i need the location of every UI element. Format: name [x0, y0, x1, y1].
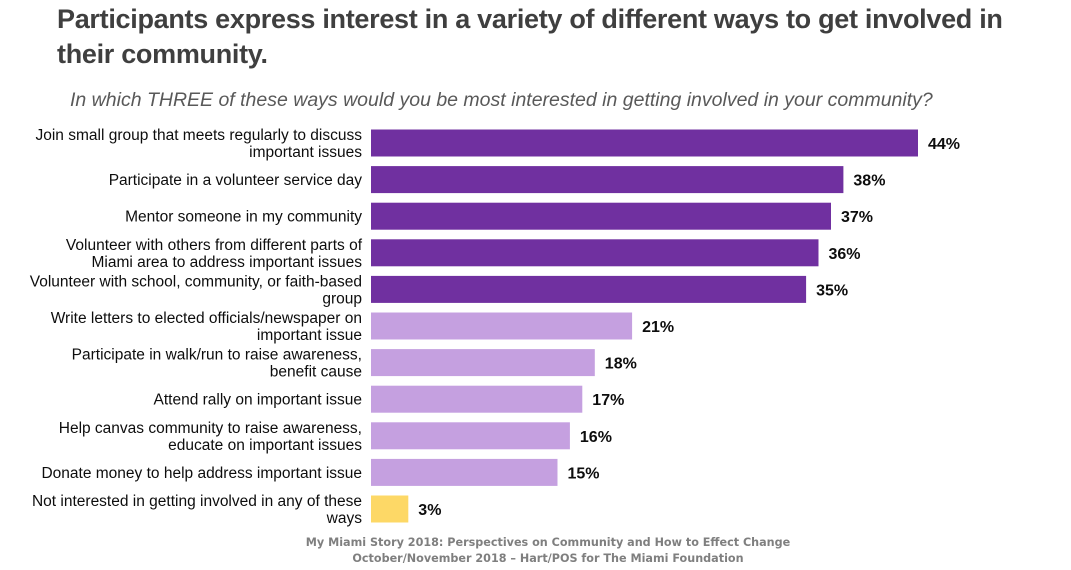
category-label-7: Attend rally on important issue — [154, 392, 363, 409]
footer-line-study: My Miami Story 2018: Perspectives on Com… — [305, 536, 791, 549]
bar-9 — [371, 458, 558, 486]
category-label-2: Mentor someone in my community — [125, 209, 362, 226]
category-label-line: Miami area to address important issues — [91, 254, 362, 271]
category-label-line: important issue — [257, 327, 362, 344]
category-label-line: benefit cause — [270, 364, 362, 381]
category-label-9: Donate money to help address important i… — [41, 465, 362, 482]
category-label-1: Participate in a volunteer service day — [109, 172, 363, 189]
survey-question: In which THREE of these ways would you b… — [70, 89, 933, 111]
category-label-line: Donate money to help address important i… — [41, 465, 362, 482]
category-label-line: Mentor someone in my community — [125, 209, 362, 226]
category-label-line: group — [322, 290, 362, 307]
category-label-line: Not interested in getting involved in an… — [32, 493, 362, 510]
footer-line-credit: October/November 2018 – Hart/POS for The… — [352, 551, 744, 565]
bar-5 — [371, 312, 633, 340]
bar-10 — [371, 495, 409, 523]
category-label-4: Volunteer with school, community, or fai… — [30, 273, 362, 307]
category-label-line: Participate in walk/run to raise awarene… — [72, 347, 362, 364]
data-label-5: 21% — [642, 319, 674, 336]
bar-2 — [371, 202, 831, 230]
bar-chart: 44% Join small group that meets regularly… — [30, 127, 960, 527]
category-label-line: ways — [326, 510, 363, 527]
category-label-line: Volunteer with school, community, or fai… — [30, 273, 362, 290]
category-label-line: important issues — [249, 144, 362, 161]
bar-4 — [371, 275, 807, 303]
data-label-1: 38% — [853, 173, 885, 190]
data-label-8: 16% — [580, 429, 612, 446]
data-label-7: 17% — [592, 392, 624, 409]
bars-layer: 44% Join small group that meets regularly… — [30, 127, 960, 527]
category-label-line: Volunteer with others from different par… — [66, 237, 363, 254]
data-label-6: 18% — [605, 356, 637, 373]
bar-3 — [371, 239, 819, 267]
data-label-0: 44% — [928, 136, 960, 153]
bar-0 — [371, 129, 918, 157]
category-label-8: Help canvas community to raise awareness… — [59, 420, 362, 454]
category-label-line: Help canvas community to raise awareness… — [59, 420, 362, 437]
bar-6 — [371, 349, 595, 377]
category-label-0: Join small group that meets regularly to… — [35, 127, 362, 161]
data-label-9: 15% — [568, 465, 600, 482]
category-label-line: Attend rally on important issue — [154, 392, 363, 409]
category-label-10: Not interested in getting involved in an… — [32, 493, 362, 527]
category-label-line: Join small group that meets regularly to… — [35, 127, 362, 144]
data-label-3: 36% — [829, 246, 861, 263]
category-label-line: Write letters to elected officials/newsp… — [51, 310, 362, 327]
category-label-3: Volunteer with others from different par… — [66, 237, 363, 271]
footer-source: My Miami Story 2018: Perspectives on Com… — [0, 535, 1071, 566]
bar-8 — [371, 422, 570, 450]
category-label-line: educate on important issues — [168, 437, 362, 454]
bar-7 — [371, 385, 583, 413]
data-label-4: 35% — [816, 282, 848, 299]
chart-title: Participants express interest in a varie… — [57, 4, 1003, 69]
category-label-6: Participate in walk/run to raise awarene… — [72, 347, 362, 381]
category-label-5: Write letters to elected officials/newsp… — [51, 310, 362, 344]
data-label-2: 37% — [841, 209, 873, 226]
bar-1 — [371, 166, 844, 194]
data-label-10: 3% — [418, 502, 441, 519]
category-label-line: Participate in a volunteer service day — [109, 172, 363, 189]
